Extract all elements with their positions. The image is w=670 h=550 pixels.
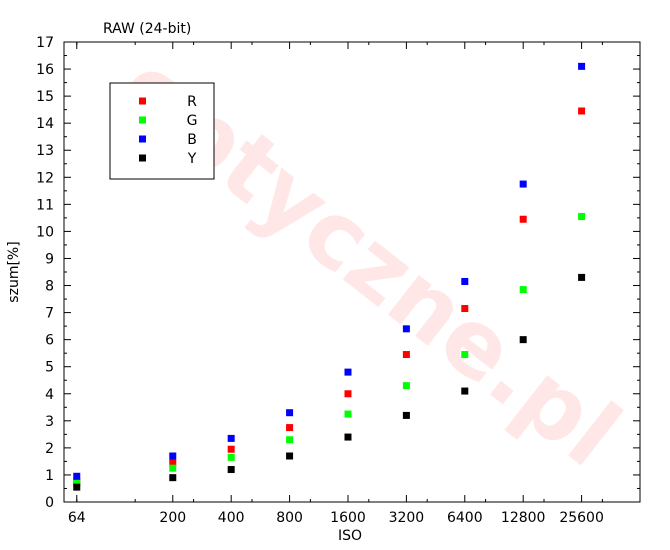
point-y xyxy=(73,483,81,491)
point-b xyxy=(578,62,586,70)
point-g xyxy=(286,436,294,444)
y-tick-label: 9 xyxy=(45,251,54,267)
x-tick-label: 12800 xyxy=(501,510,546,526)
y-tick-label: 4 xyxy=(45,387,54,403)
point-y xyxy=(578,273,586,281)
y-tick-label: 15 xyxy=(36,89,54,105)
y-tick-label: 2 xyxy=(45,441,54,457)
point-r xyxy=(169,459,177,467)
point-b xyxy=(286,409,294,417)
point-b xyxy=(169,452,177,460)
y-tick-label: 11 xyxy=(36,197,54,213)
legend-label-y: Y xyxy=(187,151,197,167)
y-tick-label: 13 xyxy=(36,143,54,159)
data-points xyxy=(73,62,586,491)
y-tick-label: 5 xyxy=(45,360,54,376)
y-tick-label: 10 xyxy=(36,224,54,240)
point-r xyxy=(461,305,469,313)
y-tick-label: 0 xyxy=(45,495,54,511)
legend-label-g: G xyxy=(187,113,198,129)
x-tick-label: 25600 xyxy=(559,510,604,526)
y-tick-label: 17 xyxy=(36,35,54,51)
point-r xyxy=(578,107,586,115)
point-r xyxy=(286,424,294,432)
point-b xyxy=(519,180,527,188)
x-tick-label: 1600 xyxy=(330,510,366,526)
y-tick-label: 16 xyxy=(36,62,54,78)
point-y xyxy=(461,387,469,395)
x-tick-label: 64 xyxy=(68,510,86,526)
legend-marker-g xyxy=(139,116,146,124)
legend-box xyxy=(109,82,215,180)
y-axis-title: szum[%] xyxy=(6,241,22,302)
point-y xyxy=(286,452,294,460)
point-y xyxy=(519,336,527,344)
point-g xyxy=(578,213,586,221)
x-axis: 64 200 400 800 1600 3200 6400 12800 25600 xyxy=(68,42,604,526)
x-axis-title: ISO xyxy=(338,528,362,544)
x-tick-label: 200 xyxy=(159,510,186,526)
y-tick-label: 7 xyxy=(45,306,54,322)
y-tick-label: 1 xyxy=(45,468,54,484)
point-r xyxy=(227,445,235,453)
y-tick-label: 6 xyxy=(45,333,54,349)
point-y xyxy=(169,474,177,482)
x-tick-label: 3200 xyxy=(389,510,425,526)
point-b xyxy=(344,368,352,376)
point-y xyxy=(402,411,410,419)
point-b xyxy=(461,277,469,285)
point-b xyxy=(402,325,410,333)
point-y xyxy=(344,433,352,441)
legend-marker-r xyxy=(139,97,146,105)
y-tick-label: 3 xyxy=(45,414,54,430)
x-tick-label: 800 xyxy=(276,510,303,526)
point-g xyxy=(519,286,527,294)
x-tick-label: 6400 xyxy=(447,510,483,526)
point-b xyxy=(227,434,235,442)
point-r xyxy=(519,215,527,223)
y-tick-label: 8 xyxy=(45,279,54,295)
chart-title: RAW (24-bit) xyxy=(103,21,191,37)
point-g xyxy=(461,351,469,359)
point-g xyxy=(402,382,410,390)
y-tick-label: 14 xyxy=(36,116,54,132)
x-tick-label: 400 xyxy=(218,510,245,526)
point-g xyxy=(73,479,81,487)
point-g xyxy=(344,410,352,418)
legend-label-b: B xyxy=(187,132,197,148)
y-tick-label: 12 xyxy=(36,170,54,186)
point-g xyxy=(169,464,177,472)
point-y xyxy=(227,466,235,474)
point-g xyxy=(227,453,235,461)
point-b xyxy=(73,472,81,480)
point-r xyxy=(402,351,410,359)
legend-label-r: R xyxy=(187,94,197,110)
legend-marker-b xyxy=(139,135,146,143)
point-r xyxy=(344,390,352,398)
legend-marker-y xyxy=(139,154,146,162)
